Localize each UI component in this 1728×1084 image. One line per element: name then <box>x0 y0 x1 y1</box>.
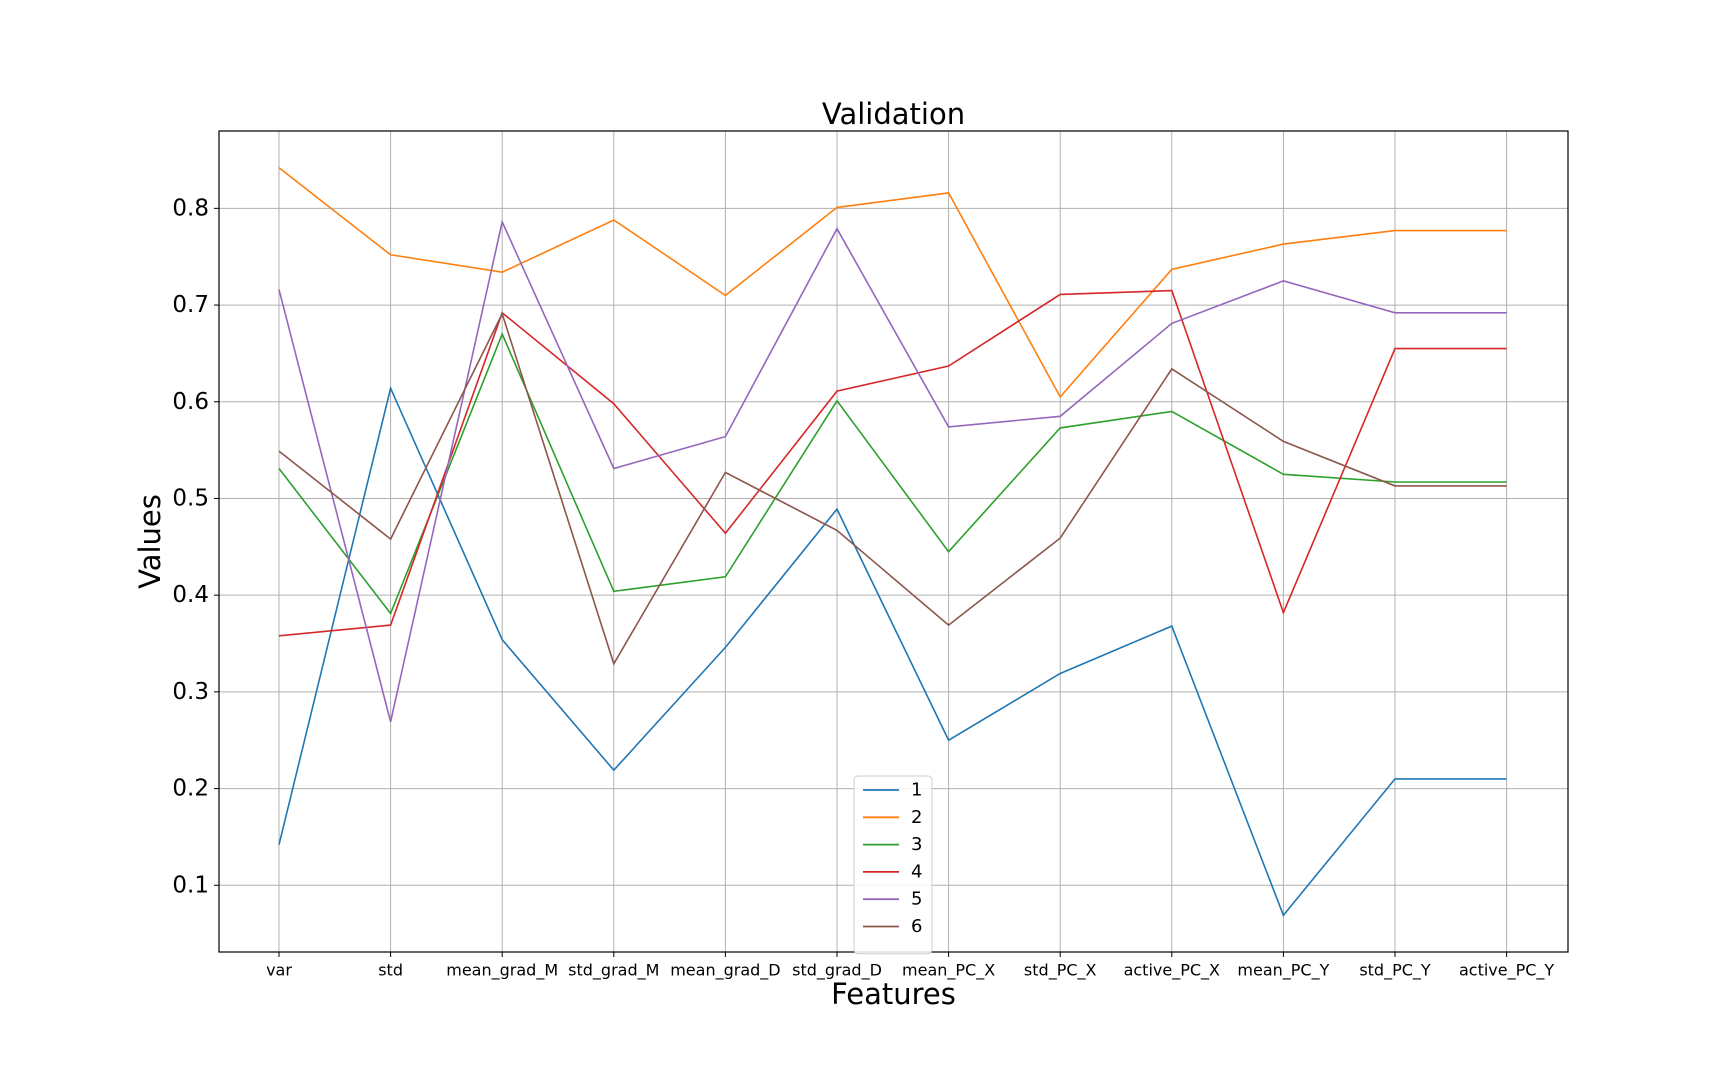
x-tick-label: mean_PC_Y <box>1237 961 1329 981</box>
y-axis-ticks: 0.1 0.2 0.3 0.4 0.5 0.6 0.7 0.8 <box>172 195 219 898</box>
legend-box <box>853 775 933 955</box>
series-line-3 <box>278 332 1507 616</box>
series-line-4 <box>278 289 1507 637</box>
y-tick-label: 0.8 <box>172 195 209 221</box>
y-tick-label: 0.7 <box>172 292 209 318</box>
x-tick-label: mean_grad_M <box>446 961 558 981</box>
x-tick-label: std <box>378 961 403 980</box>
x-tick-label: std_PC_X <box>1024 961 1097 981</box>
x-tick-label: var <box>266 961 292 980</box>
series-lines <box>278 167 1507 917</box>
legend-label-1: 1 <box>911 780 922 801</box>
x-tick-label: active_PC_Y <box>1459 961 1554 981</box>
grid <box>219 131 1568 952</box>
x-tick-label: std_grad_M <box>568 961 659 981</box>
y-axis-label: Values <box>133 494 167 589</box>
y-tick-label: 0.1 <box>172 872 209 898</box>
y-tick-label: 0.3 <box>172 679 209 705</box>
chart-title: Validation <box>822 97 965 131</box>
legend-label-4: 4 <box>911 861 922 882</box>
x-axis-ticks: var std mean_grad_M std_grad_M mean_grad_D st… <box>266 952 1554 981</box>
legend: 1 2 3 4 5 6 <box>853 775 933 955</box>
series-line-2 <box>278 167 1507 399</box>
series-line-6 <box>278 311 1507 666</box>
x-axis-label: Features <box>831 977 956 1011</box>
series-line-5 <box>278 219 1507 722</box>
series-line-1 <box>278 385 1507 917</box>
x-tick-label: mean_grad_D <box>670 961 780 981</box>
y-tick-label: 0.5 <box>172 485 209 511</box>
x-tick-label: std_PC_Y <box>1359 961 1431 981</box>
legend-label-2: 2 <box>911 807 922 828</box>
y-tick-label: 0.6 <box>172 389 209 415</box>
legend-label-3: 3 <box>911 834 922 855</box>
x-tick-label: mean_PC_X <box>902 961 995 981</box>
y-tick-label: 0.4 <box>172 582 209 608</box>
x-tick-label: std_grad_D <box>792 961 882 981</box>
legend-label-6: 6 <box>911 916 922 937</box>
y-tick-label: 0.2 <box>172 776 209 802</box>
x-tick-label: active_PC_X <box>1124 961 1220 981</box>
legend-label-5: 5 <box>911 889 922 910</box>
